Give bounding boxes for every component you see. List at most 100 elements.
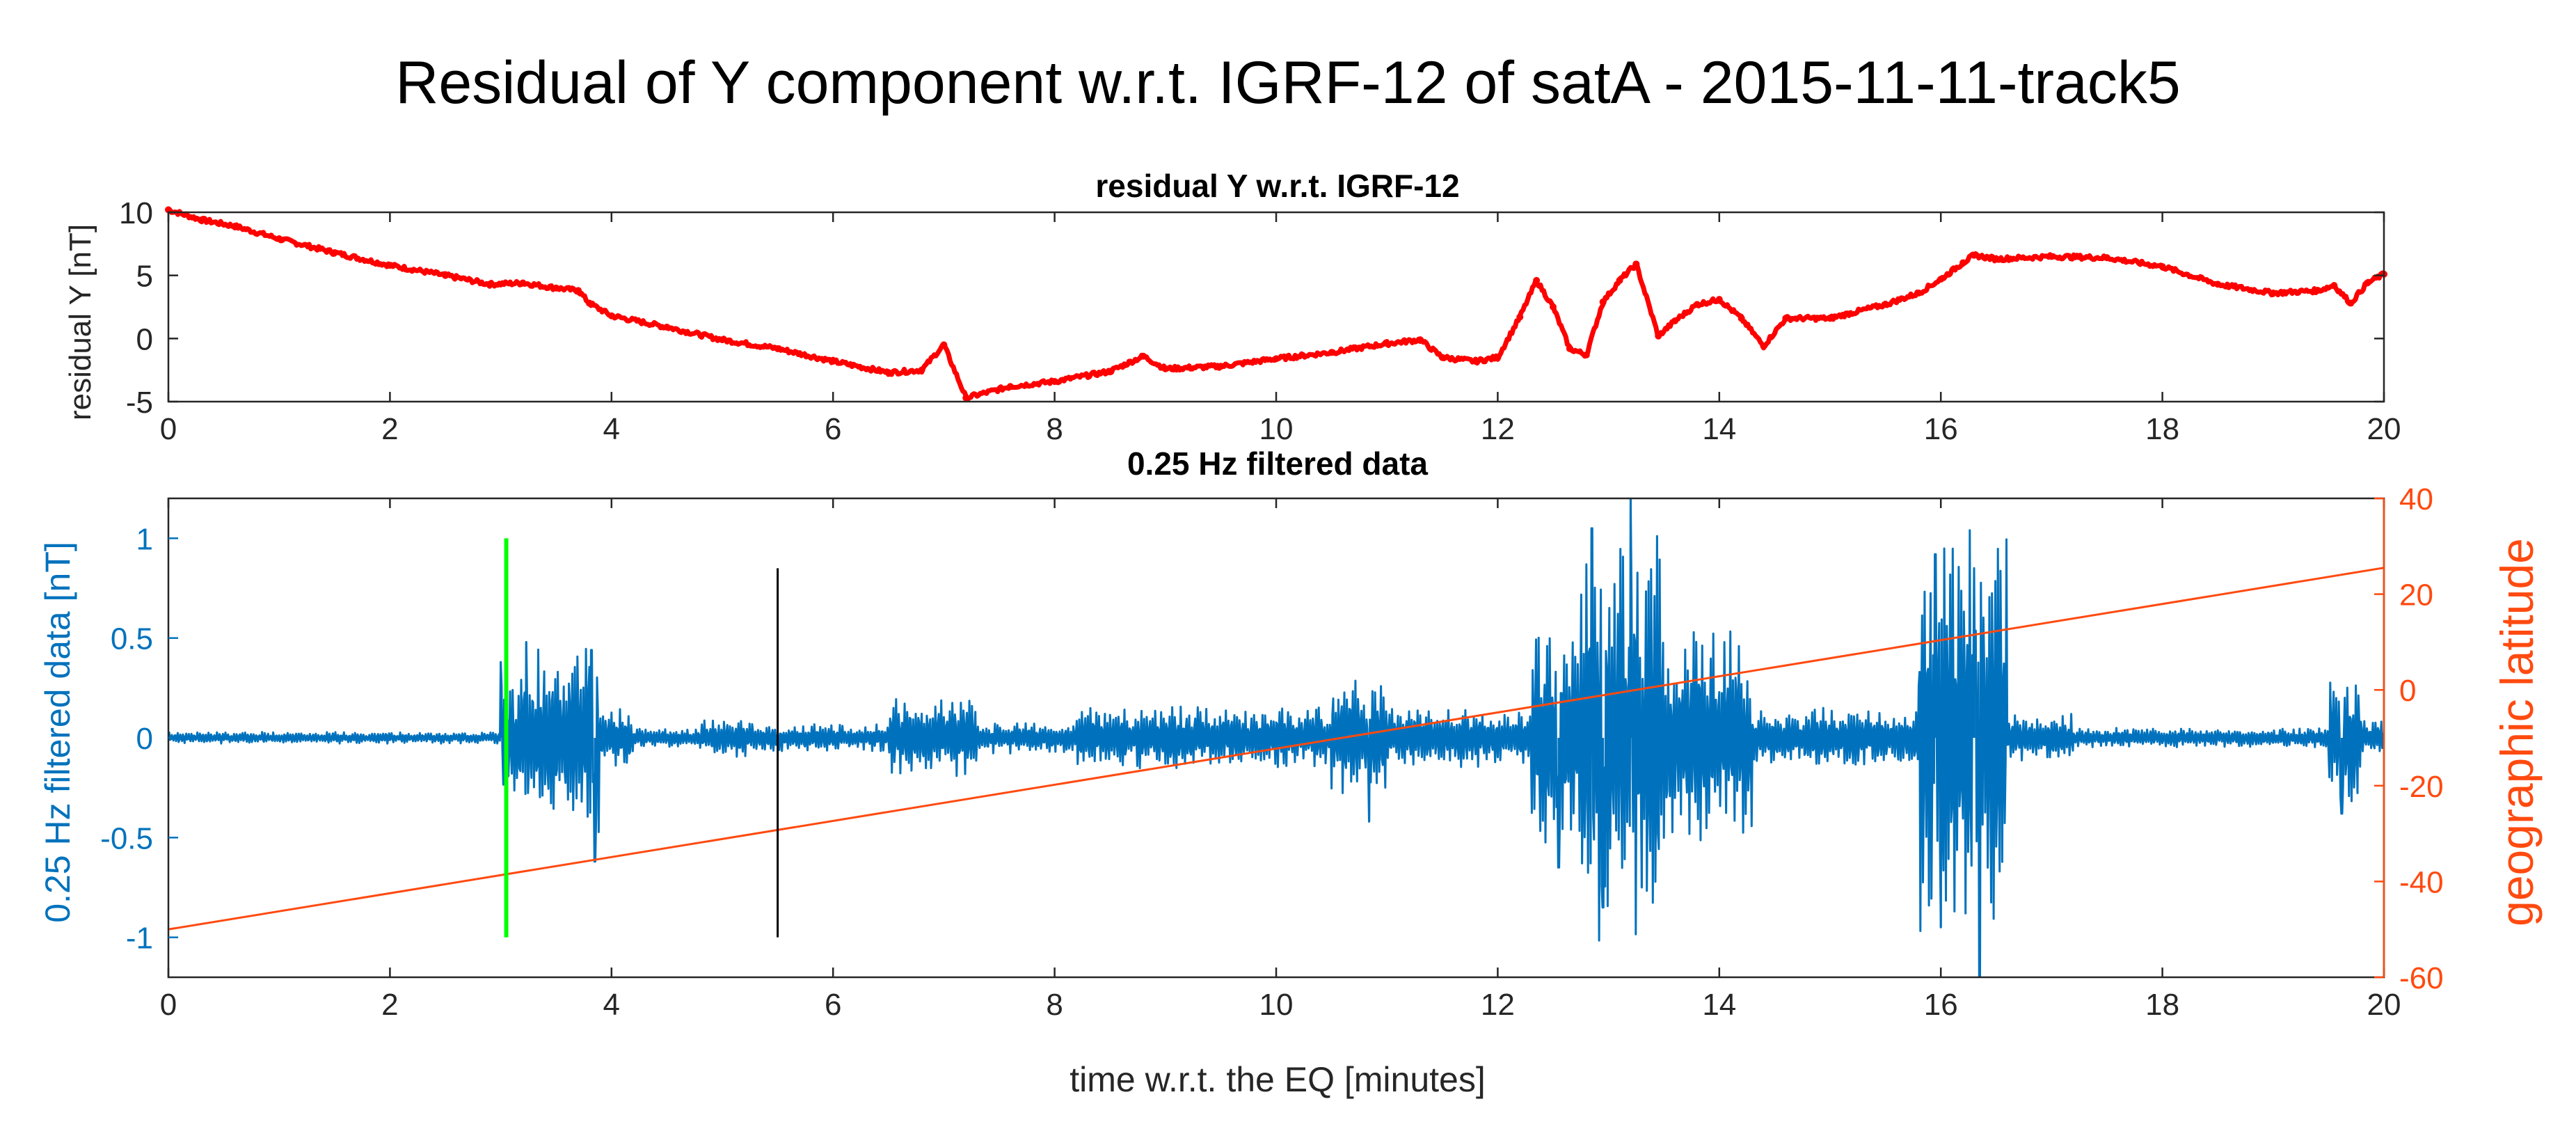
residual-point xyxy=(918,366,925,374)
residual-x-tick-label: 6 xyxy=(825,412,841,446)
filtered-series xyxy=(168,498,2384,977)
residual-point xyxy=(1273,355,1280,363)
residual-point xyxy=(585,299,593,307)
residual-point xyxy=(386,262,394,269)
residual-point xyxy=(1693,301,1701,308)
residual-x-tick-label: 4 xyxy=(603,412,620,446)
residual-point xyxy=(1533,276,1541,284)
figure-title: Residual of Y component w.r.t. IGRF-12 o… xyxy=(395,49,2180,116)
residual-point xyxy=(1328,349,1335,356)
residual-point xyxy=(1416,336,1424,344)
residual-series xyxy=(166,207,2387,402)
residual-point xyxy=(552,284,560,292)
residual-point xyxy=(1472,357,1479,365)
filtered-x-tick-label: 8 xyxy=(1046,988,1063,1022)
filtered-panel: 0.25 Hz filtered data 0.25 Hz filtered d… xyxy=(38,445,2543,1099)
residual-point xyxy=(442,271,449,279)
residual-x-tick-label: 2 xyxy=(381,412,398,446)
residual-x-tick-label: 18 xyxy=(2145,412,2179,446)
filtered-x-tick-label: 4 xyxy=(603,988,620,1022)
residual-point xyxy=(607,312,615,319)
residual-point xyxy=(1970,251,1978,259)
residual-point xyxy=(1006,383,1014,390)
residual-point xyxy=(1550,303,1557,310)
residual-plot-frame xyxy=(167,211,2385,403)
residual-point xyxy=(2330,282,2338,290)
residual-y-tick-label: -5 xyxy=(126,386,153,420)
residual-point xyxy=(2158,262,2166,270)
time-x-axis-label: time w.r.t. the EQ [minutes] xyxy=(1070,1060,1485,1099)
filtered-x-tick-label: 10 xyxy=(1259,988,1294,1022)
latitude-y-tick-label: -20 xyxy=(2399,770,2444,804)
residual-point xyxy=(884,369,892,377)
residual-point xyxy=(1616,276,1623,284)
filtered-y-tick-label: -0.5 xyxy=(100,821,153,855)
latitude-series xyxy=(168,567,2384,931)
residual-point xyxy=(1915,290,1923,297)
residual-y-tick-label: 10 xyxy=(119,196,153,230)
residual-point xyxy=(331,249,338,257)
residual-point xyxy=(1217,363,1225,370)
residual-point xyxy=(962,394,970,402)
filtered-y-tick-label: 0 xyxy=(136,722,153,756)
residual-point xyxy=(1827,315,1834,322)
latitude-y-axis-label: geographic latitude xyxy=(2491,538,2543,926)
residual-point xyxy=(829,357,837,365)
residual-point xyxy=(1959,259,1967,267)
residual-point xyxy=(1582,351,1590,358)
residual-panel: residual Y w.r.t. IGRF-12 residual Y [nT… xyxy=(63,168,2401,446)
residual-point xyxy=(1438,354,1446,361)
residual-point xyxy=(1760,342,1767,350)
latitude-y-tick-label: 20 xyxy=(2399,578,2433,613)
residual-point xyxy=(2104,254,2110,262)
latitude-y-tick-label: 0 xyxy=(2399,674,2416,708)
residual-point xyxy=(231,222,239,230)
residual-point xyxy=(1992,255,2000,263)
residual-y-tick-label: 5 xyxy=(136,260,153,294)
residual-point xyxy=(2269,290,2277,297)
residual-x-tick-label: 16 xyxy=(1924,412,1958,446)
residual-point xyxy=(2314,287,2321,294)
residual-point xyxy=(1782,315,1790,322)
residual-x-tick-label: 20 xyxy=(2367,412,2401,446)
residual-panel-title: residual Y w.r.t. IGRF-12 xyxy=(1095,168,1459,204)
residual-point xyxy=(276,235,283,243)
residual-point xyxy=(1139,352,1147,360)
residual-point xyxy=(2214,281,2222,288)
residual-point xyxy=(2048,253,2056,260)
residual-point xyxy=(1051,377,1058,385)
filtered-panel-title: 0.25 Hz filtered data xyxy=(1127,445,1428,482)
residual-point xyxy=(1655,332,1662,340)
residual-x-tick-label: 14 xyxy=(1702,412,1736,446)
latitude-y-tick-label: -40 xyxy=(2399,865,2444,899)
residual-point xyxy=(198,216,205,223)
latitude-y-tick-label: -60 xyxy=(2399,961,2444,995)
residual-point xyxy=(774,345,781,352)
residual-point xyxy=(1566,345,1573,352)
filtered-x-tick-label: 12 xyxy=(1481,988,1515,1022)
residual-point xyxy=(1161,365,1169,372)
residual-point xyxy=(663,324,671,331)
filtered-x-tick-label: 14 xyxy=(1702,988,1736,1022)
residual-point xyxy=(940,341,948,349)
residual-x-tick-label: 10 xyxy=(1259,412,1294,446)
residual-point xyxy=(575,287,582,294)
filtered-y-axis-label: 0.25 Hz filtered data [nT] xyxy=(38,542,77,923)
filtered-x-tick-label: 2 xyxy=(381,988,398,1022)
filtered-x-tick-label: 16 xyxy=(1924,988,1958,1022)
filtered-plot-area xyxy=(168,498,2384,977)
residual-point xyxy=(1632,260,1640,268)
residual-y-axis-label: residual Y [nT] xyxy=(63,224,97,420)
residual-point xyxy=(1882,301,1889,308)
residual-y-tick-label: 0 xyxy=(136,322,153,356)
residual-point xyxy=(486,281,493,288)
residual-point xyxy=(1715,296,1723,303)
filtered-y-tick-label: 0.5 xyxy=(111,622,153,656)
residual-point xyxy=(1494,354,1502,361)
residual-point xyxy=(719,336,726,344)
latitude-y-tick-label: 40 xyxy=(2399,482,2433,516)
residual-point xyxy=(519,279,527,287)
residual-point xyxy=(1937,276,1945,283)
filtered-x-tick-label: 20 xyxy=(2367,988,2401,1022)
residual-x-tick-label: 8 xyxy=(1046,412,1063,446)
